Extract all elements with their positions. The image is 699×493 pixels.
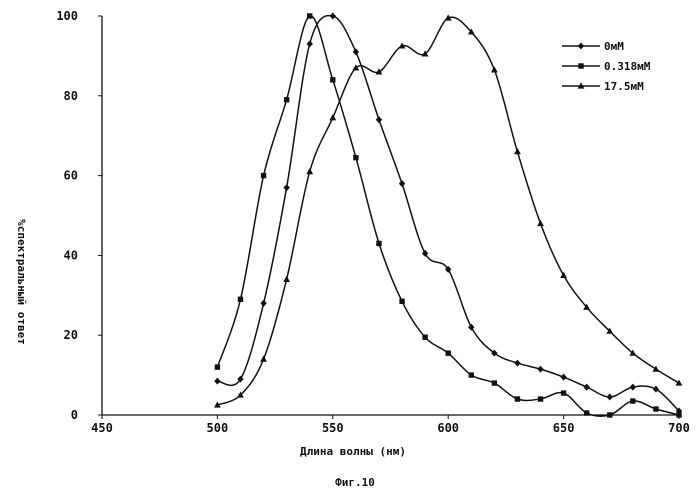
data-point <box>215 364 220 369</box>
y-tick-label: 0 <box>71 408 78 422</box>
data-point <box>538 396 543 401</box>
y-tick-label: 60 <box>64 169 78 183</box>
data-point <box>353 48 359 55</box>
series-line <box>217 16 679 416</box>
data-point <box>560 374 566 381</box>
data-point <box>376 116 382 123</box>
data-point <box>353 155 358 160</box>
axes <box>102 16 679 415</box>
data-point <box>630 398 635 403</box>
legend: 0мМ 0.318мМ 17.5мМ <box>562 40 651 93</box>
data-point <box>307 13 312 18</box>
data-point <box>537 366 543 373</box>
series-square <box>215 13 682 417</box>
data-point <box>306 168 313 174</box>
data-point <box>283 276 290 282</box>
data-point <box>330 13 336 20</box>
figure-caption: Фиг.10 <box>335 476 375 489</box>
y-tick-label: 100 <box>56 9 78 23</box>
legend-label: 17.5мМ <box>604 80 644 93</box>
data-point <box>653 366 660 372</box>
data-point <box>469 372 474 377</box>
data-point <box>491 66 498 72</box>
legend-marker <box>578 43 584 50</box>
data-point <box>537 220 544 226</box>
data-point <box>284 97 289 102</box>
data-point <box>607 394 613 401</box>
data-point <box>422 334 427 339</box>
data-point <box>329 114 336 120</box>
data-point <box>330 77 335 82</box>
x-axis-ticks: 450 500 550 600 650 700 <box>91 415 690 435</box>
y-tick-label: 40 <box>64 248 78 262</box>
y-tick-label: 80 <box>64 89 78 103</box>
data-point <box>560 272 567 278</box>
y-tick-label: 20 <box>64 328 78 342</box>
data-point <box>607 412 612 417</box>
x-tick-label: 550 <box>322 421 344 435</box>
data-point <box>561 390 566 395</box>
data-point <box>492 380 497 385</box>
data-point <box>653 406 658 411</box>
series-layer <box>214 13 682 418</box>
y-axis-ticks: 0 20 40 60 80 100 <box>56 9 102 422</box>
data-point <box>376 68 383 74</box>
data-point <box>307 40 313 47</box>
x-tick-label: 450 <box>91 421 113 435</box>
data-point <box>676 412 681 417</box>
data-point <box>515 396 520 401</box>
x-axis-title: Длина волны (нм) <box>300 445 406 458</box>
data-point <box>630 384 636 391</box>
series-triangle <box>214 14 682 407</box>
data-point <box>399 299 404 304</box>
data-point <box>653 386 659 393</box>
data-point <box>260 356 267 362</box>
data-point <box>376 241 381 246</box>
legend-label: 0.318мМ <box>604 60 651 73</box>
data-point <box>283 184 289 191</box>
data-point <box>514 148 521 154</box>
data-point <box>676 379 683 385</box>
legend-marker <box>578 63 583 68</box>
data-point <box>260 300 266 307</box>
data-point <box>514 360 520 367</box>
data-point <box>261 173 266 178</box>
x-tick-label: 700 <box>668 421 690 435</box>
y-axis-title: %спектральный ответ <box>15 219 28 345</box>
legend-label: 0мМ <box>604 40 624 53</box>
data-point <box>446 350 451 355</box>
data-point <box>352 64 359 70</box>
x-tick-label: 650 <box>553 421 575 435</box>
data-point <box>584 410 589 415</box>
x-tick-label: 600 <box>437 421 459 435</box>
data-point <box>583 384 589 391</box>
series-line <box>217 17 679 405</box>
data-point <box>399 180 405 187</box>
data-point <box>238 297 243 302</box>
data-point <box>214 378 220 385</box>
x-tick-label: 500 <box>207 421 229 435</box>
